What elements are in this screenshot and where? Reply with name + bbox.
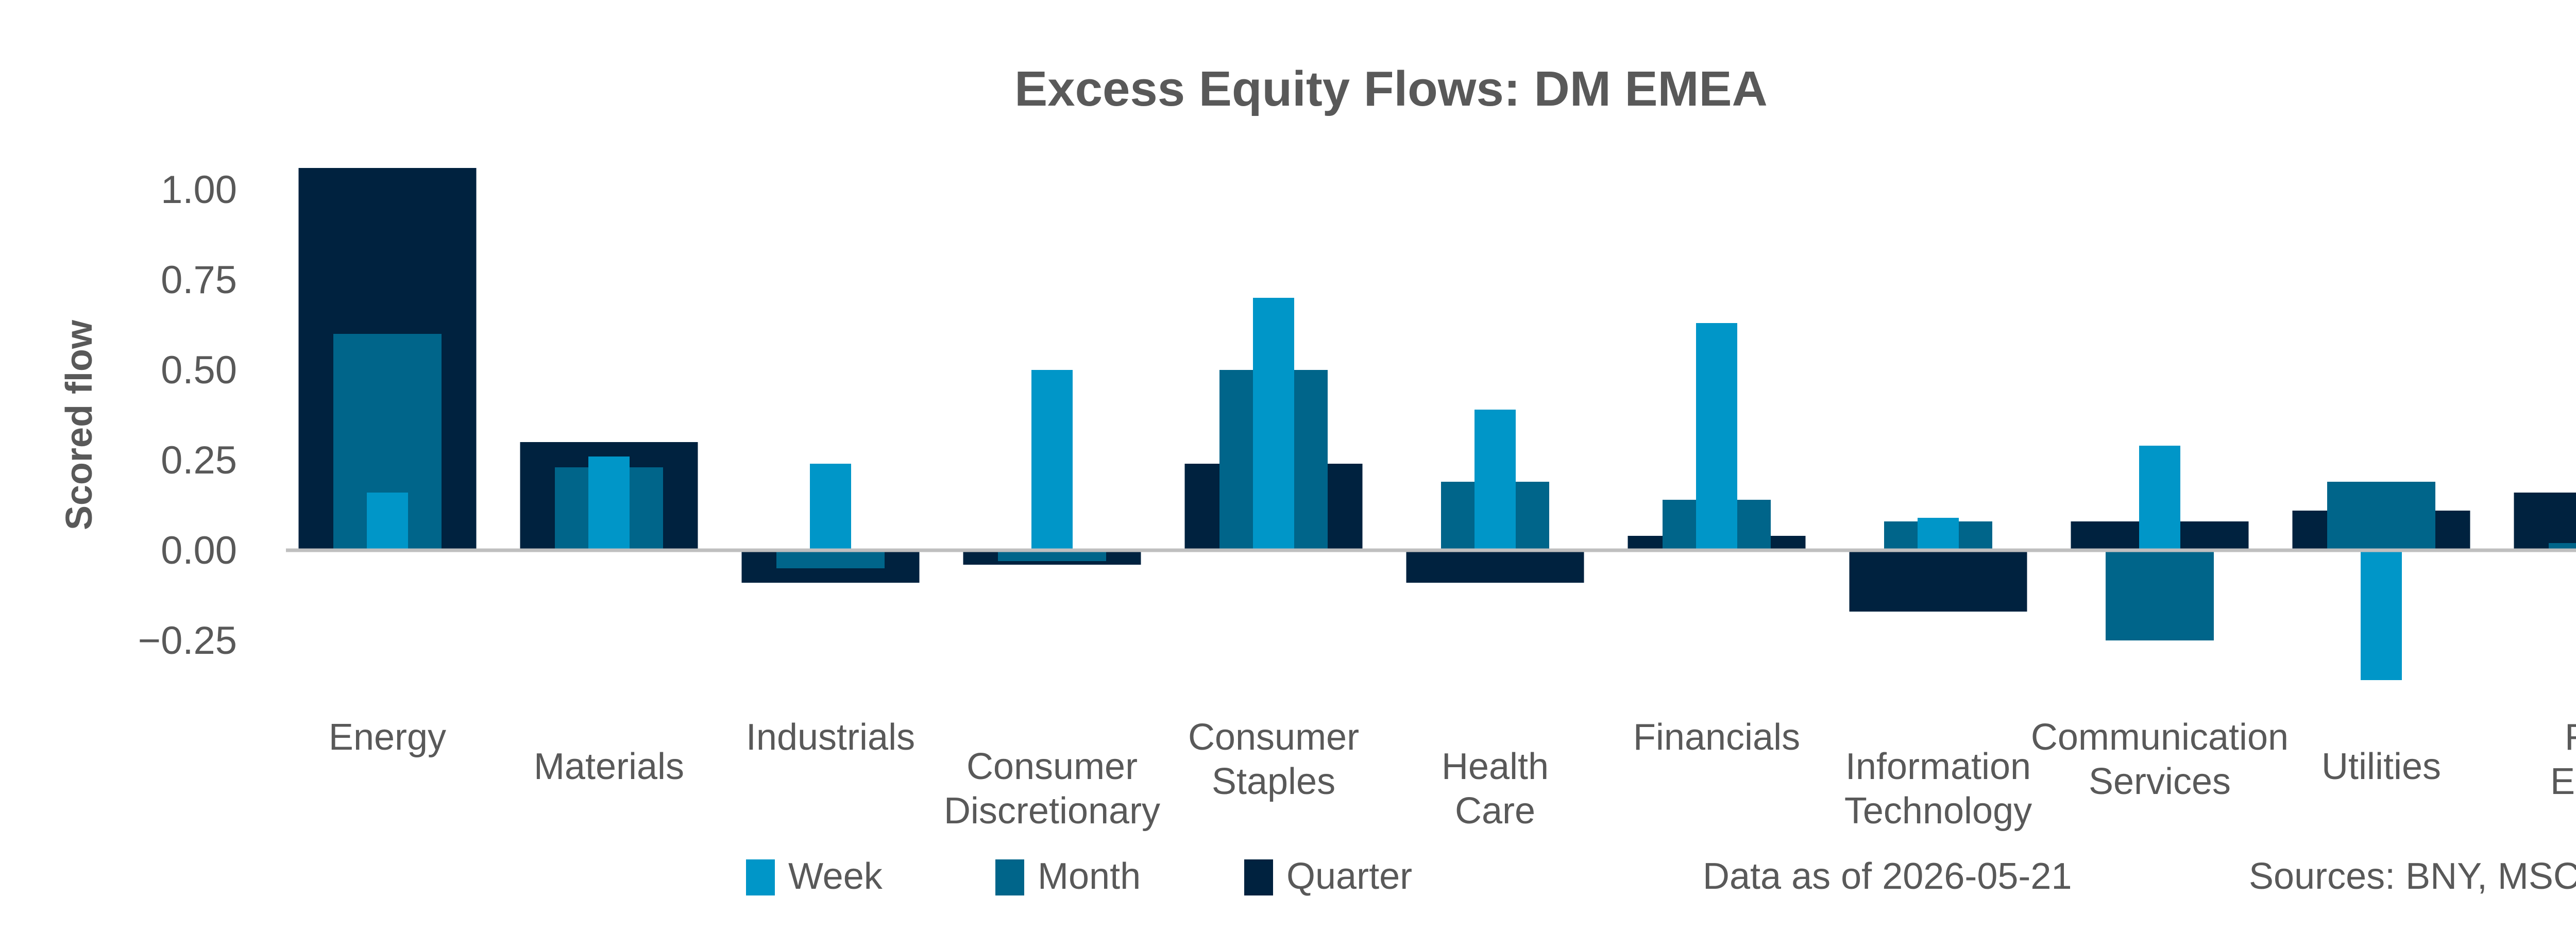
y-tick-label-4: 0.75 — [161, 258, 237, 302]
x-category-label-line: Discretionary — [944, 790, 1160, 832]
bar-quarter-5 — [1406, 550, 1584, 583]
x-category-label-9: Utilities — [2321, 746, 2441, 787]
bar-week-1 — [588, 456, 630, 550]
y-axis-label: Scored flow — [59, 319, 100, 530]
x-category-label-10: Real Estate — [2550, 717, 2576, 802]
legend-label-month: Month — [1038, 856, 1141, 897]
y-tick-label-0: −0.25 — [138, 619, 237, 663]
source-note: Sources: BNY, MSCI — [2249, 856, 2576, 897]
x-category-label-line: Utilities — [2321, 746, 2441, 787]
bar-week-2 — [810, 464, 851, 550]
bar-month-8 — [2106, 550, 2214, 640]
legend-swatch-quarter — [1244, 859, 1273, 895]
x-category-label-line: Industrials — [746, 717, 915, 758]
x-category-label-line: Consumer — [967, 746, 1138, 787]
x-category-label-line: Staples — [1212, 761, 1335, 802]
bar-month-2 — [776, 550, 885, 568]
x-category-label-line: Real — [2565, 717, 2576, 758]
legend: Week Month Quarter — [746, 856, 1412, 897]
bar-week-5 — [1475, 410, 1516, 550]
bar-week-4 — [1253, 298, 1294, 550]
x-category-label-line: Estate — [2550, 761, 2576, 802]
legend-swatch-week — [746, 859, 775, 895]
bar-quarter-10 — [2514, 493, 2576, 550]
bar-week-0 — [367, 493, 408, 550]
bars-layer — [299, 168, 2576, 680]
x-category-label-line: Services — [2089, 761, 2231, 802]
x-category-label-line: Technology — [1844, 790, 2032, 832]
x-category-label-line: Care — [1455, 790, 1535, 832]
bar-week-6 — [1696, 323, 1737, 550]
x-category-label-1: Materials — [534, 746, 684, 787]
y-tick-label-3: 0.50 — [161, 348, 237, 392]
x-category-label-6: Financials — [1633, 717, 1800, 758]
legend-swatch-month — [995, 859, 1024, 895]
y-tick-label-5: 1.00 — [161, 168, 237, 212]
bar-week-7 — [1918, 518, 1959, 550]
bar-month-9 — [2327, 482, 2435, 550]
x-category-label-line: Consumer — [1188, 717, 1359, 758]
date-note: Data as of 2026-05-21 — [1703, 856, 2072, 897]
x-category-label-line: Materials — [534, 746, 684, 787]
y-tick-label-1: 0.00 — [161, 529, 237, 572]
bar-week-3 — [1031, 370, 1073, 550]
chart-title: Excess Equity Flows: DM EMEA — [1014, 61, 1768, 116]
x-category-label-2: Industrials — [746, 717, 915, 758]
x-category-label-line: Energy — [329, 717, 446, 758]
x-category-label-0: Energy — [329, 717, 446, 758]
y-tick-label-2: 0.25 — [161, 438, 237, 482]
legend-label-week: Week — [788, 856, 883, 897]
x-category-label-line: Financials — [1633, 717, 1800, 758]
x-category-label-line: Communication — [2031, 717, 2289, 758]
x-category-label-line: Information — [1845, 746, 2031, 787]
y-ticks: −0.25 0.00 0.25 0.50 0.75 1.00 — [138, 168, 237, 663]
bar-week-8 — [2139, 446, 2180, 550]
bar-quarter-7 — [1850, 550, 2027, 612]
legend-label-quarter: Quarter — [1286, 856, 1412, 897]
bar-week-9 — [2361, 550, 2402, 680]
x-category-label-line: Health — [1442, 746, 1549, 787]
